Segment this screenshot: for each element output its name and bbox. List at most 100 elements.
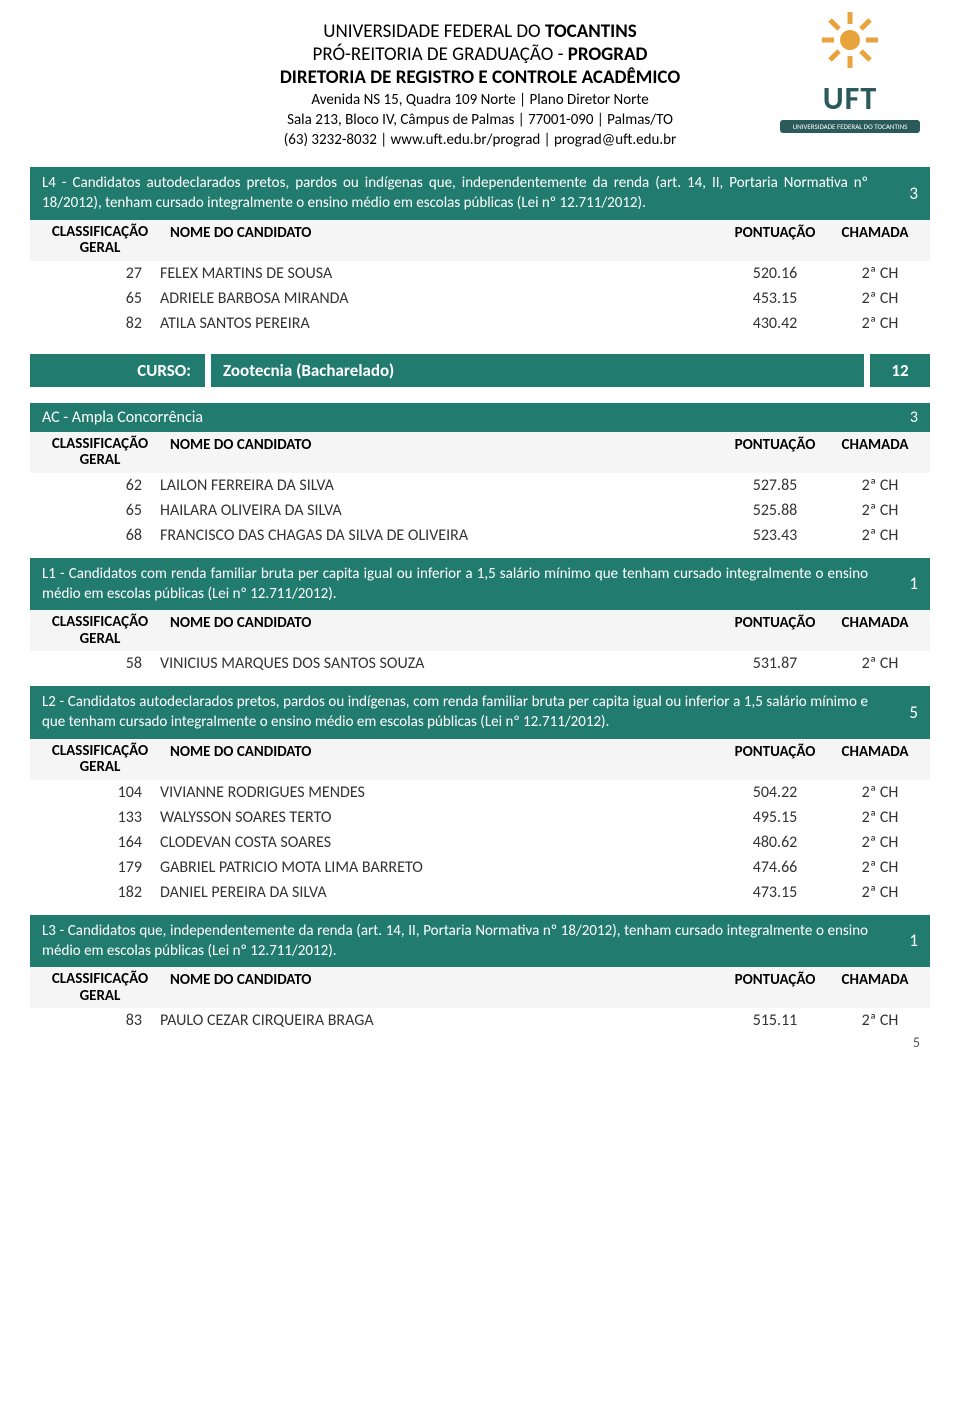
category-bar: L1 - Candidatos com renda familiar bruta… [30, 558, 930, 611]
col-call: CHAMADA [830, 614, 930, 647]
cell-call: 2ª CH [830, 808, 930, 827]
course-name: Zootecnia (Bacharelado) [211, 354, 864, 387]
cell-rank: 68 [30, 526, 160, 545]
cell-name: LAILON FERREIRA DA SILVA [160, 476, 720, 495]
col-name: NOME DO CANDIDATO [160, 224, 720, 257]
cell-name: PAULO CEZAR CIRQUEIRA BRAGA [160, 1011, 720, 1030]
col-score: PONTUAÇÃO [720, 743, 830, 776]
course-label: CURSO: [30, 354, 205, 387]
col-rank: CLASSIFICAÇÃOGERAL [30, 971, 160, 1004]
category-count: 3 [868, 408, 918, 427]
page-number: 5 [913, 1034, 920, 1051]
col-score: PONTUAÇÃO [720, 614, 830, 647]
cell-rank: 27 [30, 264, 160, 283]
cell-call: 2ª CH [830, 476, 930, 495]
table-row: 68FRANCISCO DAS CHAGAS DA SILVA DE OLIVE… [30, 523, 930, 548]
cell-call: 2ª CH [830, 526, 930, 545]
document-header: UFT UNIVERSIDADE FEDERAL DO TOCANTINS UN… [30, 20, 930, 149]
col-rank: CLASSIFICAÇÃOGERAL [30, 614, 160, 647]
uft-logo: UFT UNIVERSIDADE FEDERAL DO TOCANTINS [780, 10, 920, 133]
cell-score: 520.16 [720, 264, 830, 283]
cell-score: 453.15 [720, 289, 830, 308]
cell-name: VINICIUS MARQUES DOS SANTOS SOUZA [160, 654, 720, 673]
cell-score: 523.43 [720, 526, 830, 545]
cell-call: 2ª CH [830, 833, 930, 852]
course-bar: CURSO: Zootecnia (Bacharelado) 12 [30, 354, 930, 387]
cell-call: 2ª CH [830, 783, 930, 802]
col-score: PONTUAÇÃO [720, 971, 830, 1004]
category-text: AC - Ampla Concorrência [42, 408, 868, 427]
cell-score: 515.11 [720, 1011, 830, 1030]
cell-name: ADRIELE BARBOSA MIRANDA [160, 289, 720, 308]
col-score: PONTUAÇÃO [720, 224, 830, 257]
table-row: 65HAILARA OLIVEIRA DA SILVA525.882ª CH [30, 498, 930, 523]
cell-name: FRANCISCO DAS CHAGAS DA SILVA DE OLIVEIR… [160, 526, 720, 545]
table-row: 82ATILA SANTOS PEREIRA430.422ª CH [30, 311, 930, 336]
cell-call: 2ª CH [830, 501, 930, 520]
cell-score: 474.66 [720, 858, 830, 877]
cell-rank: 65 [30, 289, 160, 308]
cell-name: VIVIANNE RODRIGUES MENDES [160, 783, 720, 802]
col-rank: CLASSIFICAÇÃOGERAL [30, 436, 160, 469]
cell-rank: 164 [30, 833, 160, 852]
category-text: L2 - Candidatos autodeclarados pretos, p… [42, 692, 868, 733]
col-rank: CLASSIFICAÇÃOGERAL [30, 743, 160, 776]
cell-name: GABRIEL PATRICIO MOTA LIMA BARRETO [160, 858, 720, 877]
cell-rank: 83 [30, 1011, 160, 1030]
address-line-3: (63) 3232-8032 | www.uft.edu.br/prograd … [30, 131, 930, 149]
category-text: L1 - Candidatos com renda familiar bruta… [42, 564, 868, 605]
col-rank: CLASSIFICAÇÃOGERAL [30, 224, 160, 257]
cell-score: 531.87 [720, 654, 830, 673]
cell-score: 495.15 [720, 808, 830, 827]
cell-rank: 62 [30, 476, 160, 495]
cell-score: 430.42 [720, 314, 830, 333]
cell-score: 504.22 [720, 783, 830, 802]
cell-rank: 104 [30, 783, 160, 802]
column-headers: CLASSIFICAÇÃOGERALNOME DO CANDIDATOPONTU… [30, 610, 930, 651]
cell-rank: 133 [30, 808, 160, 827]
cell-call: 2ª CH [830, 858, 930, 877]
cell-score: 527.85 [720, 476, 830, 495]
category-text: L4 - Candidatos autodeclarados pretos, p… [42, 173, 868, 214]
cell-score: 473.15 [720, 883, 830, 902]
table-row: 104VIVIANNE RODRIGUES MENDES504.222ª CH [30, 780, 930, 805]
cell-call: 2ª CH [830, 654, 930, 673]
ac-category-bar: AC - Ampla Concorrência3 [30, 403, 930, 432]
cell-name: WALYSSON SOARES TERTO [160, 808, 720, 827]
column-headers: CLASSIFICAÇÃOGERALNOME DO CANDIDATOPONTU… [30, 739, 930, 780]
cell-name: HAILARA OLIVEIRA DA SILVA [160, 501, 720, 520]
column-headers: CLASSIFICAÇÃOGERALNOME DO CANDIDATOPONTU… [30, 220, 930, 261]
table-row: 179GABRIEL PATRICIO MOTA LIMA BARRETO474… [30, 855, 930, 880]
cell-call: 2ª CH [830, 1011, 930, 1030]
category-count: 5 [868, 702, 918, 723]
table-row: 27FELEX MARTINS DE SOUSA520.162ª CH [30, 261, 930, 286]
cell-call: 2ª CH [830, 883, 930, 902]
col-name: NOME DO CANDIDATO [160, 743, 720, 776]
cell-name: ATILA SANTOS PEREIRA [160, 314, 720, 333]
cell-rank: 65 [30, 501, 160, 520]
col-score: PONTUAÇÃO [720, 436, 830, 469]
cell-score: 525.88 [720, 501, 830, 520]
col-call: CHAMADA [830, 743, 930, 776]
table-row: 83PAULO CEZAR CIRQUEIRA BRAGA515.112ª CH [30, 1008, 930, 1033]
table-row: 65ADRIELE BARBOSA MIRANDA453.152ª CH [30, 286, 930, 311]
sun-icon [820, 10, 880, 70]
category-bar: L3 - Candidatos que, independentemente d… [30, 915, 930, 968]
cell-score: 480.62 [720, 833, 830, 852]
col-name: NOME DO CANDIDATO [160, 971, 720, 1004]
cell-name: DANIEL PEREIRA DA SILVA [160, 883, 720, 902]
sections-bottom: AC - Ampla Concorrência3 CLASSIFICAÇÃOGER… [30, 403, 930, 1034]
logo-caption: UNIVERSIDADE FEDERAL DO TOCANTINS [780, 120, 920, 133]
category-bar: L2 - Candidatos autodeclarados pretos, p… [30, 686, 930, 739]
cell-call: 2ª CH [830, 314, 930, 333]
table-row: 182DANIEL PEREIRA DA SILVA473.152ª CH [30, 880, 930, 905]
col-call: CHAMADA [830, 971, 930, 1004]
cell-name: CLODEVAN COSTA SOARES [160, 833, 720, 852]
cell-rank: 58 [30, 654, 160, 673]
category-count: 1 [868, 573, 918, 594]
table-row: 62LAILON FERREIRA DA SILVA527.852ª CH [30, 473, 930, 498]
col-name: NOME DO CANDIDATO [160, 436, 720, 469]
col-call: CHAMADA [830, 436, 930, 469]
cell-rank: 82 [30, 314, 160, 333]
category-count: 1 [868, 930, 918, 951]
